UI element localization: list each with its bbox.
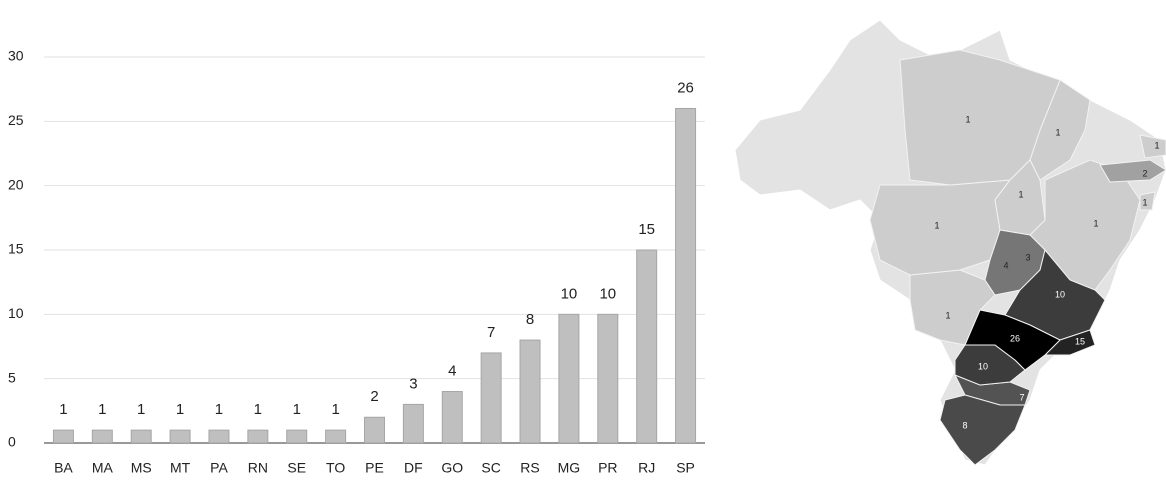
data-label: 1 [215,401,223,418]
x-tick-label: MA [92,460,114,476]
map-region [869,179,1012,276]
data-label: 15 [638,221,655,238]
bar [325,429,347,444]
map-label: 1 [1093,218,1098,228]
map-label: 10 [1055,289,1065,299]
data-label: 2 [370,388,378,405]
x-tick-label: BA [54,460,73,476]
bar [480,352,502,444]
bar [91,429,113,444]
bar [519,339,541,444]
bar [169,429,191,444]
y-tick-label: 10 [8,305,24,321]
map-label: 1 [1154,140,1159,150]
map-label: 8 [962,420,967,430]
data-label: 10 [561,285,578,302]
bar [364,416,385,444]
map-region [994,159,1046,236]
map-region [899,49,1061,186]
bar [208,429,230,444]
x-tick-label: PR [598,460,617,476]
map-region [1139,134,1166,159]
data-label: 1 [59,401,67,418]
map-label: 1 [934,220,939,230]
data-label: 1 [254,401,262,418]
y-tick-label: 0 [8,434,16,450]
x-tick-label: SE [287,460,306,476]
bar [247,429,269,444]
map-label: 26 [1010,333,1020,343]
x-tick-label: MG [558,460,581,476]
map-label: 15 [1075,336,1085,346]
data-label: 3 [409,375,417,392]
data-label: 1 [137,401,145,418]
y-tick-label: 25 [8,112,24,128]
map-region [939,394,1026,466]
bar [597,313,619,444]
data-label: 1 [293,401,301,418]
x-tick-label: DF [404,460,423,476]
bar [402,403,424,444]
x-tick-label: TO [326,460,345,476]
map-label: 1 [945,310,950,320]
x-tick-label: PE [365,460,384,476]
data-label: 1 [331,401,339,418]
data-label: 7 [487,324,495,341]
map-label: 2 [1142,168,1147,178]
data-label: 1 [98,401,106,418]
map-label: 1 [1018,189,1023,199]
map-label: 1 [965,114,970,124]
y-tick-label: 30 [8,48,24,64]
map-region [1139,191,1156,211]
y-tick-label: 15 [8,241,24,257]
bar [558,313,580,444]
map-region [964,309,1061,371]
data-label: 1 [176,401,184,418]
bar [286,429,308,444]
data-label: 26 [677,79,694,96]
x-tick-label: GO [441,460,463,476]
data-label: 10 [599,285,616,302]
map: 1 1 1 1 1 1 1 1 2 3 4 7 8 10 10 15 26 [869,49,1166,466]
x-tick-label: SP [676,460,695,476]
x-tick-label: RJ [638,460,655,476]
x-tick-label: MT [170,460,191,476]
bar [441,391,463,444]
x-tick-label: PA [210,460,228,476]
x-tick-label: MS [131,460,152,476]
bar [636,249,658,444]
map-label: 7 [1019,392,1024,402]
y-tick-label: 5 [8,369,16,385]
data-label: 4 [448,363,456,380]
x-tick-label: RN [248,460,268,476]
map-label: 10 [978,361,988,371]
data-label: 8 [526,311,534,328]
y-tick-label: 20 [8,176,24,192]
map-label: 1 [1142,197,1147,207]
map-region [1099,159,1166,183]
bar [130,429,152,444]
bar [675,107,697,444]
x-tick-label: SC [481,460,500,476]
x-tick-label: RS [520,460,539,476]
map-label: 1 [1055,127,1060,137]
map-label: 3 [1025,252,1030,262]
map-label: 4 [1003,260,1008,270]
bar [52,429,74,444]
